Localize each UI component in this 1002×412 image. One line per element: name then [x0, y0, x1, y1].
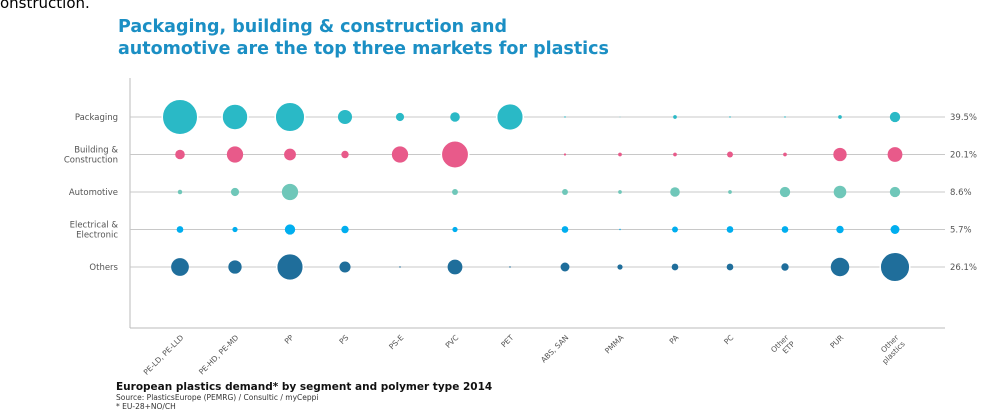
chart-title-line-2: automotive are the top three markets for… — [118, 39, 609, 59]
bubble — [781, 226, 789, 233]
bubble — [509, 266, 511, 268]
bubble — [618, 152, 622, 157]
chart-rows: Packaging 39.5% Building & Construction 20.1… — [64, 98, 977, 283]
bubble — [226, 146, 244, 163]
chart-footer: European plastics demand* by segment and… — [116, 381, 492, 411]
category-label: PS-E — [387, 333, 405, 351]
bubble — [783, 152, 787, 157]
bubble — [889, 111, 901, 123]
bubble — [177, 189, 183, 195]
bubble — [673, 152, 677, 157]
bubble — [391, 146, 409, 163]
category-label: PP — [283, 333, 296, 346]
bubble — [440, 140, 470, 169]
bubble — [399, 266, 401, 268]
bubble — [779, 186, 791, 198]
bubble — [726, 226, 734, 233]
footer-source: Source: PlasticsEurope (PEMRG) / Consult… — [116, 393, 319, 402]
bubble — [341, 225, 349, 234]
bubble — [672, 226, 678, 233]
bubble — [284, 148, 296, 161]
bubble — [879, 251, 911, 283]
row-label: Automotive — [69, 188, 118, 198]
bubble — [450, 112, 460, 122]
category-label: PUR — [828, 333, 845, 350]
bubble — [447, 259, 463, 275]
bubble — [619, 228, 621, 231]
bubble — [395, 112, 405, 122]
category-label: ABS, SAN — [539, 333, 570, 364]
bubble — [563, 153, 567, 156]
cut-off-text: onstruction. — [0, 0, 90, 12]
category-label: OtherETP — [769, 332, 797, 360]
bubble — [275, 252, 305, 282]
bubble — [830, 257, 850, 277]
bubble — [673, 115, 677, 119]
bubble — [232, 226, 238, 233]
bubble — [890, 225, 900, 234]
bubble — [838, 115, 842, 119]
bubble — [230, 187, 240, 197]
bubble — [887, 147, 903, 162]
footer-note: * EU-28+NO/CH — [116, 402, 176, 411]
bubble — [833, 147, 847, 162]
category-label: PE-LD, PE-LLD — [142, 333, 186, 377]
bubble — [560, 262, 570, 272]
bubble — [781, 263, 789, 271]
bubble — [161, 98, 199, 136]
bubble — [562, 189, 568, 195]
row-share-label: 8.6% — [950, 188, 972, 198]
bubble — [726, 263, 734, 271]
bubble — [836, 225, 844, 234]
bubble — [833, 185, 847, 199]
bubble — [274, 101, 306, 133]
category-label: Otherplastics — [874, 332, 907, 365]
bubble — [671, 263, 679, 271]
bubble — [339, 261, 351, 273]
bubble — [670, 187, 680, 197]
row-label: Packaging — [75, 113, 118, 123]
bubble — [784, 116, 786, 118]
bubble — [727, 151, 733, 158]
footer-title: European plastics demand* by segment and… — [116, 381, 493, 393]
bubble — [564, 116, 566, 118]
category-label: PMMA — [603, 332, 626, 355]
bubble — [341, 150, 349, 159]
row-label: Others — [89, 263, 118, 273]
bubble — [617, 264, 623, 270]
bubble — [619, 116, 621, 118]
row-label: Electrical & Electronic — [70, 221, 119, 241]
row-share-label: 39.5% — [950, 113, 977, 123]
chart-title: Packaging, building & construction and a… — [118, 16, 878, 60]
row-share-label: 26.1% — [950, 263, 977, 273]
category-label: PA — [668, 332, 681, 345]
bubble — [228, 260, 242, 274]
bubble-chart: Packaging 39.5% Building & Construction 20.1… — [64, 78, 977, 377]
category-label: PC — [722, 333, 735, 346]
bubble — [281, 183, 299, 201]
category-label: PE-HD, PE-MD — [197, 333, 241, 377]
bubble — [495, 102, 525, 132]
bubble — [176, 226, 184, 233]
category-label: PET — [499, 333, 515, 349]
bubble — [171, 258, 189, 276]
bubble — [284, 224, 296, 235]
row-share-label: 5.7% — [950, 226, 972, 236]
bubble — [452, 226, 458, 233]
category-labels: PE-LD, PE-LLD PE-HD, PE-MD PP PS PS-E PVC PET A… — [142, 332, 907, 377]
bubble — [729, 116, 731, 118]
bubble — [221, 103, 249, 131]
row-share-label: 20.1% — [950, 151, 977, 161]
category-label: PVC — [444, 333, 461, 350]
bubble — [175, 149, 185, 160]
bubble — [452, 189, 458, 195]
bubble — [618, 190, 622, 194]
bubble — [889, 186, 901, 198]
bubble — [728, 190, 732, 194]
chart-title-line-1: Packaging, building & construction and — [118, 17, 508, 37]
bubble — [337, 109, 353, 125]
bubble — [561, 226, 569, 233]
category-label: PS — [337, 333, 350, 346]
row-label: Building & Construction — [64, 146, 118, 166]
